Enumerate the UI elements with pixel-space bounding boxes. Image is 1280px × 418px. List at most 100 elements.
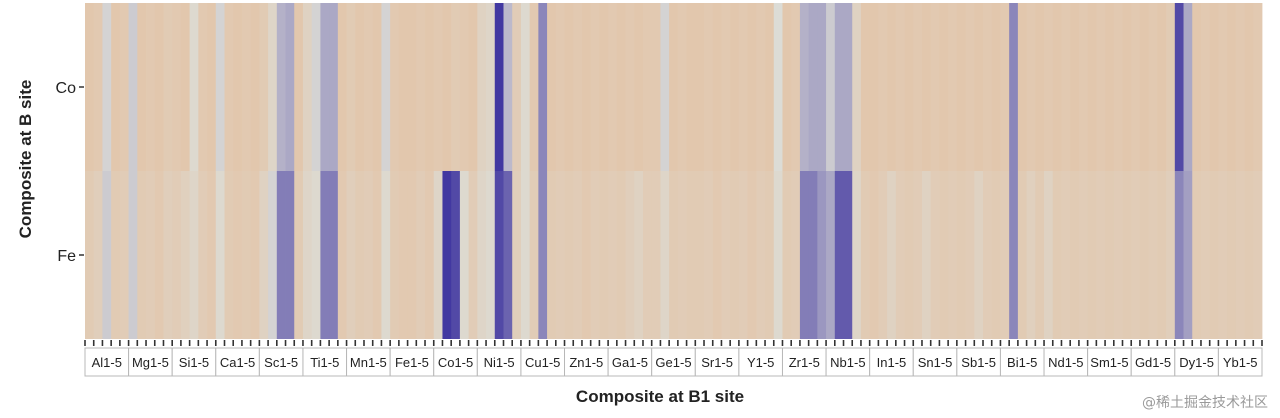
heatmap-cell	[250, 171, 260, 339]
heatmap-cell	[1218, 3, 1228, 171]
x-category-box	[171, 347, 217, 377]
heatmap-cell	[965, 171, 975, 339]
heatmap-cell	[860, 3, 871, 171]
heatmap-cell	[895, 171, 905, 339]
heatmap-cell	[1122, 171, 1132, 339]
heatmap-cell	[93, 171, 103, 339]
heatmap-cell	[1157, 171, 1167, 339]
heatmap-cell	[599, 3, 609, 171]
heatmap-cell	[180, 3, 191, 171]
heatmap-cell	[154, 3, 164, 171]
heatmap-cell	[276, 3, 286, 171]
heatmap-cell	[738, 3, 749, 171]
x-category-box	[1130, 347, 1176, 377]
heatmap-cell	[102, 3, 112, 171]
x-category-box	[912, 347, 958, 377]
heatmap-cell	[198, 3, 208, 171]
heatmap-cell	[529, 171, 539, 339]
heatmap-cell	[843, 3, 853, 171]
heatmap-cell	[1026, 3, 1036, 171]
heatmap-cell	[137, 3, 147, 171]
heatmap-cell	[381, 171, 391, 339]
heatmap-cell	[991, 171, 1001, 339]
heatmap-cell	[547, 171, 557, 339]
heatmap-cell	[869, 3, 879, 171]
x-tick-label: Nb1-5	[830, 355, 865, 370]
heatmap-cell	[337, 171, 347, 339]
heatmap-cell	[468, 3, 478, 171]
heatmap-cell	[146, 3, 156, 171]
heatmap-cell	[85, 171, 95, 339]
heatmap-cell	[346, 3, 356, 171]
heatmap-cell	[1035, 171, 1045, 339]
heatmap-cell	[817, 171, 827, 339]
heatmap-cell	[381, 3, 391, 171]
heatmap-cell	[616, 3, 626, 171]
heatmap-cell	[538, 171, 548, 339]
heatmap-cell	[363, 171, 374, 339]
heatmap-cell	[1078, 171, 1089, 339]
x-tick-label: Ga1-5	[612, 355, 648, 370]
y-axis-title: Composite at B site	[16, 80, 35, 239]
heatmap-cell	[433, 3, 443, 171]
heatmap-cell	[1070, 171, 1080, 339]
heatmap-cell	[834, 171, 844, 339]
heatmap-cell	[765, 171, 775, 339]
x-tick-label: Sr1-5	[701, 355, 733, 370]
heatmap-cell	[887, 171, 897, 339]
heatmap-cell	[1209, 171, 1219, 339]
heatmap-cell	[337, 3, 347, 171]
heatmap-cell	[477, 171, 487, 339]
x-tick-label: Yb1-5	[1223, 355, 1258, 370]
heatmap-cell	[294, 3, 304, 171]
heatmap-cell	[416, 171, 426, 339]
heatmap-cell	[407, 171, 417, 339]
heatmap-cell	[1235, 171, 1245, 339]
heatmap-cell	[486, 171, 496, 339]
heatmap-cell	[311, 171, 321, 339]
heatmap-cell	[520, 171, 531, 339]
heatmap-cell	[1070, 3, 1080, 171]
heatmap-cell	[808, 3, 818, 171]
heatmap-cell	[573, 171, 583, 339]
heatmap-cell	[111, 3, 121, 171]
x-category-box	[258, 347, 304, 377]
heatmap-cell	[172, 3, 182, 171]
heatmap-cell	[686, 3, 696, 171]
x-tick-label: Mg1-5	[132, 355, 169, 370]
heatmap-cell	[512, 171, 522, 339]
heatmap-cell	[983, 3, 993, 171]
heatmap-cell	[1017, 171, 1027, 339]
y-tick-label: Fe	[57, 248, 76, 265]
heatmap-cell	[695, 171, 705, 339]
heatmap-cell	[616, 171, 626, 339]
heatmap-cell	[634, 3, 644, 171]
heatmap-cell	[669, 171, 679, 339]
heatmap-cell	[913, 3, 923, 171]
x-tick-label: Sc1-5	[264, 355, 298, 370]
heatmap-cell	[416, 3, 426, 171]
x-tick-label: Zr1-5	[789, 355, 820, 370]
heatmap-cell	[1087, 171, 1097, 339]
heatmap-cell	[128, 171, 138, 339]
heatmap-cell	[1148, 3, 1158, 171]
heatmap-cell	[276, 171, 286, 339]
heatmap-cell	[1113, 3, 1123, 171]
heatmap-cell	[425, 171, 435, 339]
heatmap-cell	[1087, 3, 1097, 171]
x-tick-label: Co1-5	[438, 355, 473, 370]
x-category-box	[476, 347, 522, 377]
x-tick-label: Zn1-5	[569, 355, 603, 370]
heatmap-cell	[895, 3, 905, 171]
heatmap-cell	[1000, 171, 1010, 339]
x-tick-label: Cu1-5	[525, 355, 560, 370]
heatmap-cell	[93, 3, 103, 171]
heatmap-cell	[1227, 171, 1237, 339]
heatmap-cell	[642, 171, 653, 339]
heatmap-cell	[529, 3, 539, 171]
x-category-box	[520, 347, 566, 377]
heatmap-cell	[956, 171, 966, 339]
heatmap-cell	[1052, 3, 1062, 171]
heatmap-cell	[137, 171, 147, 339]
x-tick-label: Al1-5	[92, 355, 122, 370]
